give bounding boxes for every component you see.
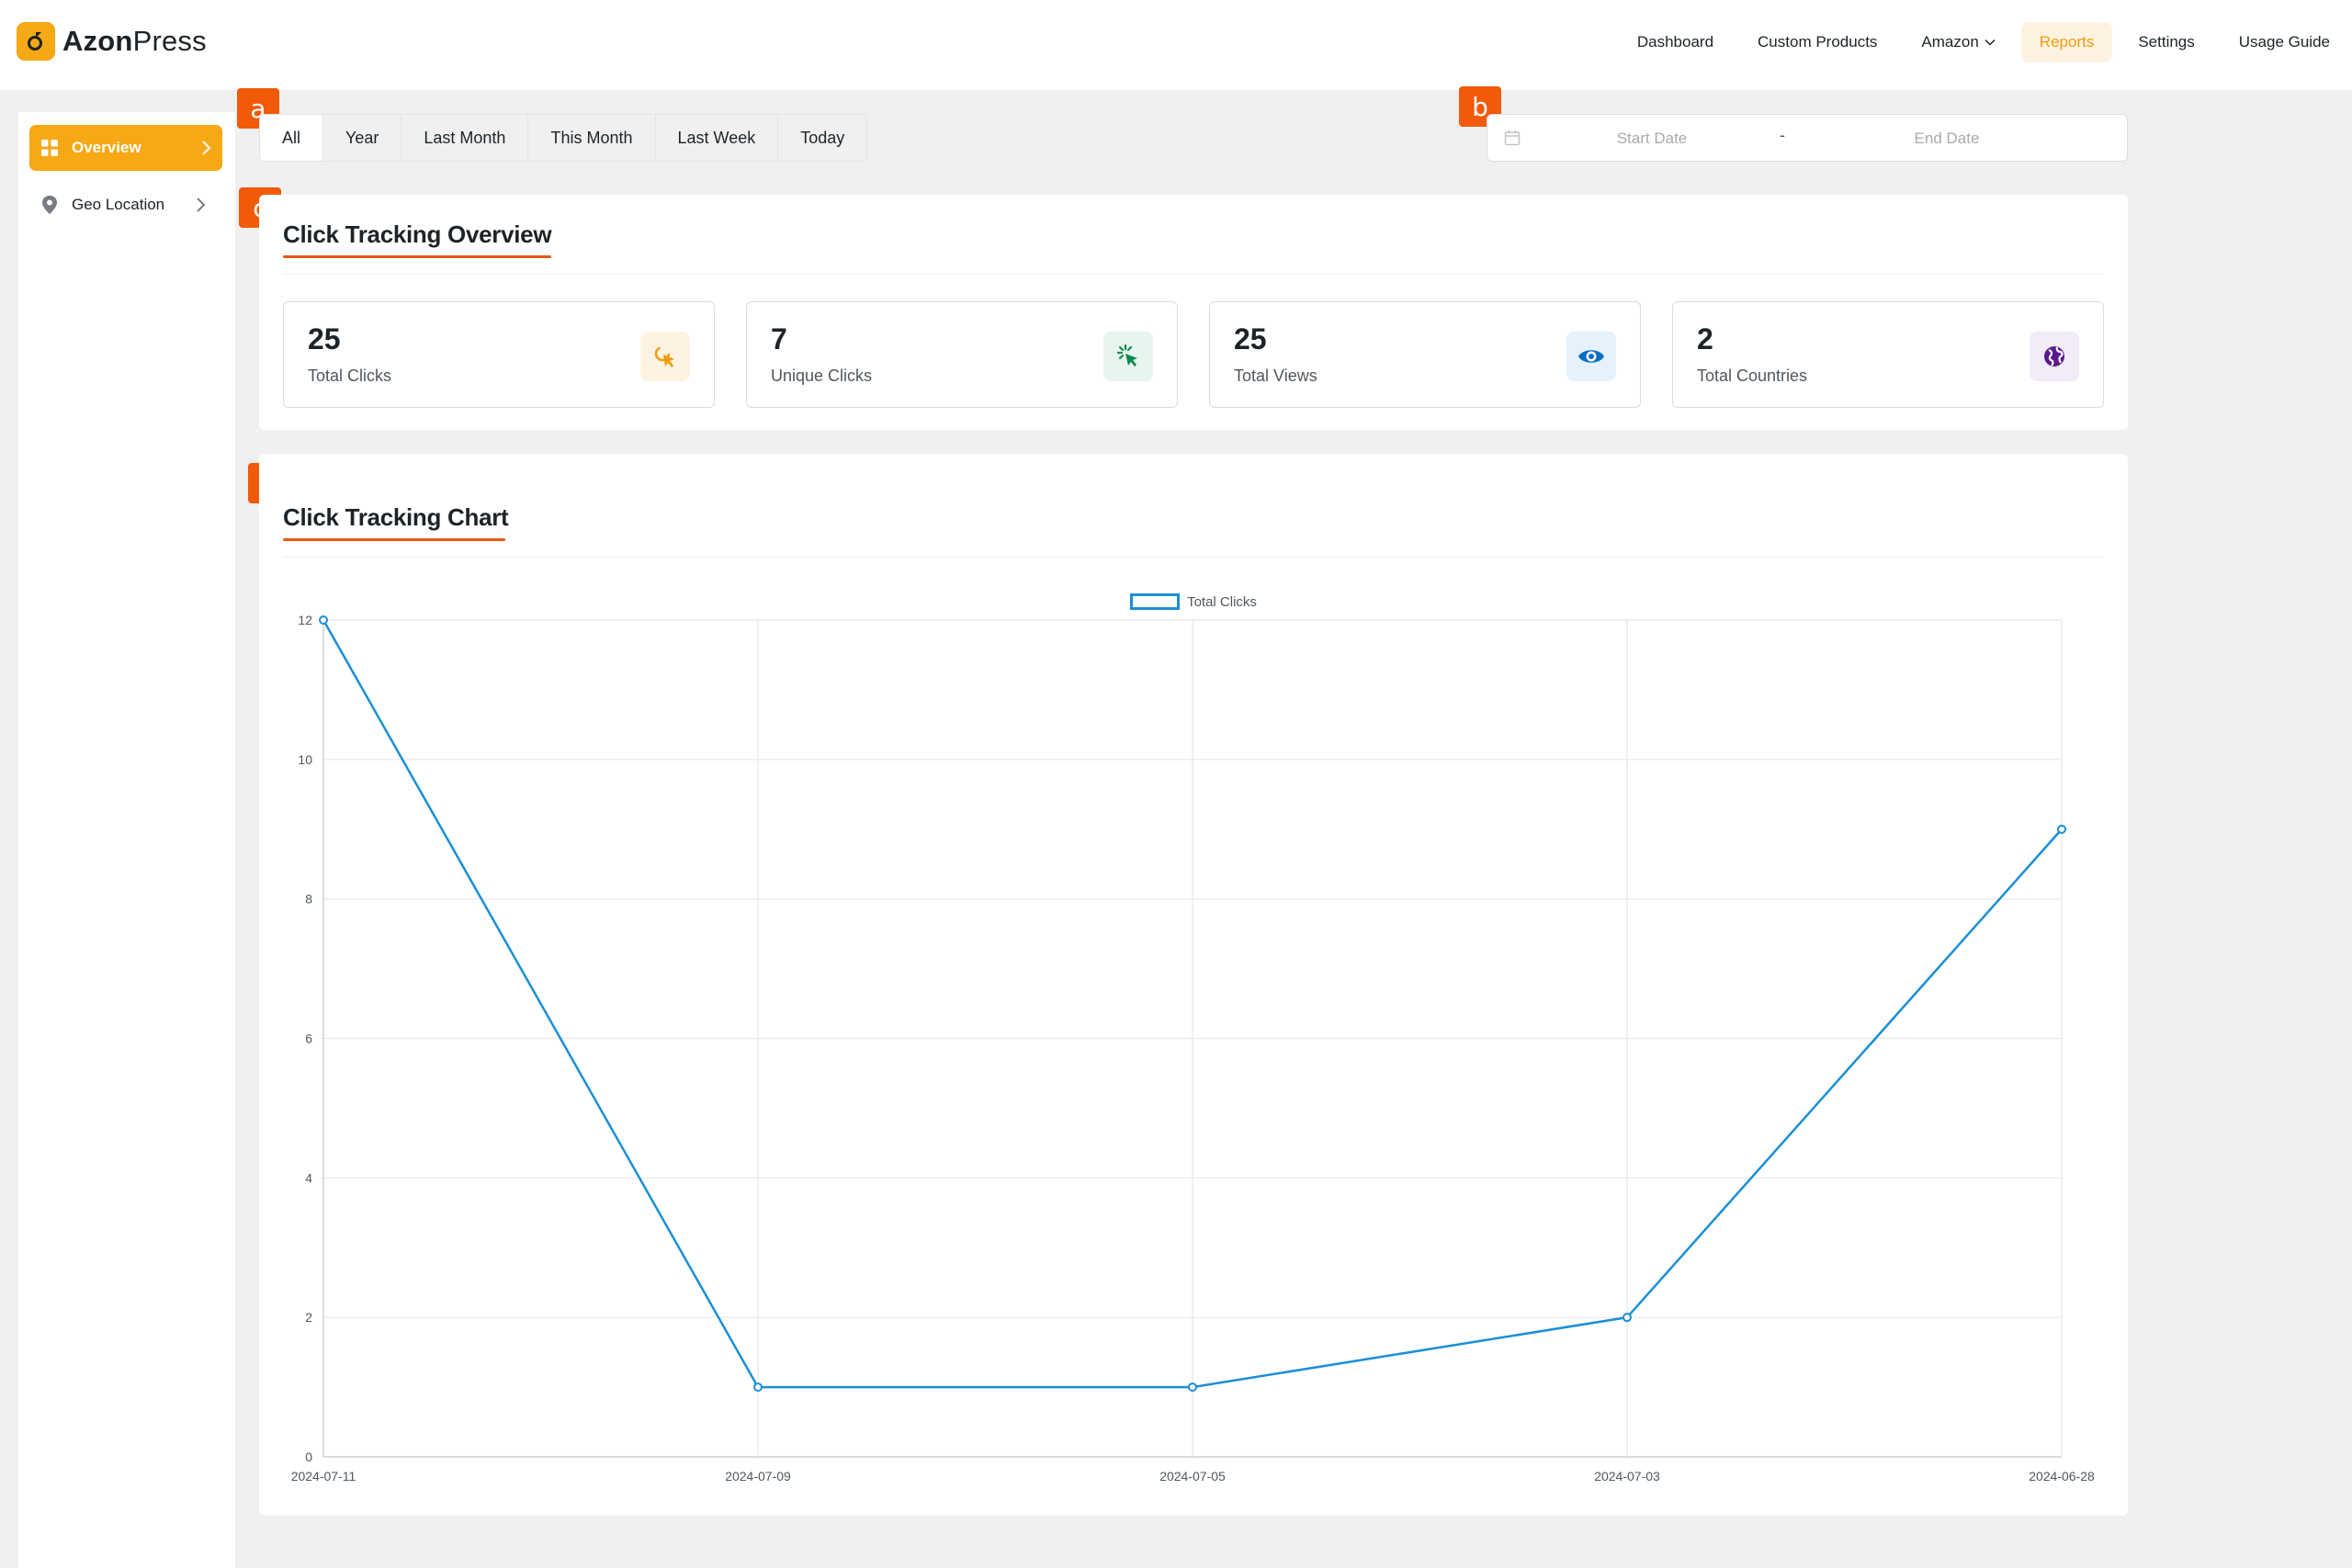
cursor-click-icon: [640, 332, 690, 381]
date-range-picker[interactable]: -: [1487, 114, 2128, 162]
data-point: [2057, 824, 2066, 834]
data-point: [1623, 1313, 1632, 1323]
overview-title: Click Tracking Overview: [283, 220, 552, 248]
tab-this-month[interactable]: This Month: [528, 115, 656, 161]
stat-value: 2: [1697, 322, 1713, 355]
tab-year[interactable]: Year: [323, 115, 402, 161]
x-tick-label: 2024-07-05: [1159, 1469, 1226, 1483]
stat-card-unique-clicks: 7 Unique Clicks: [746, 301, 1178, 408]
section-divider: [283, 274, 2104, 275]
legend-label: Total Clicks: [1187, 593, 1257, 610]
nav-item-label: Amazon: [1921, 33, 1979, 51]
brand-logo[interactable]: AzonPress: [17, 20, 207, 62]
y-tick-label: 2: [305, 1310, 312, 1325]
x-tick-label: 2024-07-03: [1594, 1469, 1660, 1483]
grid-icon: [41, 140, 58, 156]
y-tick-label: 8: [305, 892, 312, 907]
tab-last-month[interactable]: Last Month: [401, 115, 529, 161]
sidebar-item-label: Overview: [72, 139, 141, 156]
stat-label: Total Views: [1234, 367, 1317, 385]
nav-item-dashboard[interactable]: Dashboard: [1619, 22, 1732, 62]
globe-icon: [2030, 332, 2079, 381]
title-underline: [283, 255, 551, 258]
chevron-down-icon: [1984, 39, 1996, 46]
chart-title: Click Tracking Chart: [283, 503, 509, 531]
stat-card-total-views: 25 Total Views: [1209, 301, 1641, 408]
nav-item-label: Settings: [2138, 33, 2195, 51]
overview-panel: Click Tracking Overview 25 Total Clicks 7 U…: [259, 195, 2128, 430]
sidebar: Overview Geo Location: [18, 112, 235, 1568]
nav-item-label: Dashboard: [1636, 33, 1714, 51]
end-date-input[interactable]: [1818, 124, 2075, 153]
y-tick-label: 10: [298, 752, 312, 767]
data-point: [1188, 1382, 1197, 1393]
tab-today[interactable]: Today: [778, 115, 867, 161]
top-bar: AzonPress Dashboard Custom Products Amazon…: [0, 0, 2352, 90]
main-nav: Dashboard Custom Products Amazon Reports Set…: [1615, 22, 2352, 62]
section-divider: [283, 557, 2104, 558]
stat-value: 25: [1234, 322, 1267, 355]
data-point: [753, 1382, 763, 1393]
x-tick-label: 2024-06-28: [2029, 1469, 2095, 1483]
sidebar-item-geo-location[interactable]: Geo Location: [29, 182, 222, 228]
map-pin-icon: [42, 196, 57, 214]
calendar-icon: [1504, 130, 1521, 151]
stat-label: Total Countries: [1697, 367, 1808, 385]
tab-all[interactable]: All: [260, 115, 324, 161]
chevron-right-icon: [195, 197, 206, 213]
sidebar-item-overview[interactable]: Overview: [29, 125, 222, 171]
nav-item-label: Usage Guide: [2238, 33, 2330, 51]
nav-item-amazon[interactable]: Amazon: [1903, 22, 2013, 62]
nav-item-reports[interactable]: Reports: [2020, 22, 2113, 62]
date-filter-tabs: All Year Last Month This Month Last Week Toda…: [259, 114, 868, 162]
logo-icon: [17, 22, 55, 61]
stat-label: Total Clicks: [308, 367, 392, 385]
callout-marker-b: b: [1459, 86, 1501, 127]
start-date-input[interactable]: [1543, 124, 1761, 153]
y-tick-label: 12: [298, 613, 312, 627]
tab-last-week[interactable]: Last Week: [655, 115, 779, 161]
stat-value: 25: [308, 322, 341, 355]
nav-item-usage-guide[interactable]: Usage Guide: [2221, 22, 2348, 62]
y-tick-label: 6: [305, 1032, 312, 1046]
data-point: [319, 615, 328, 625]
line-chart: 0 2 4 6 8 10 12 2024-07-11 2024-07-09 2024-07-05 2…: [291, 613, 2095, 1483]
stat-card-total-countries: 2 Total Countries: [1672, 301, 2104, 408]
sidebar-item-label: Geo Location: [72, 196, 165, 213]
x-tick-label: 2024-07-11: [291, 1469, 356, 1483]
date-separator: -: [1780, 126, 1785, 144]
brand-name: AzonPress: [62, 25, 207, 57]
chart-panel: Click Tracking Chart Total Clicks 0 2 4 6 8 1…: [259, 454, 2128, 1516]
legend-swatch: [1130, 593, 1181, 610]
stat-card-total-clicks: 25 Total Clicks: [283, 301, 715, 408]
x-tick-label: 2024-07-09: [725, 1469, 791, 1483]
chevron-right-icon: [200, 140, 211, 156]
stat-label: Unique Clicks: [771, 367, 873, 385]
stat-value: 7: [771, 322, 787, 355]
title-underline: [283, 538, 505, 541]
nav-item-settings[interactable]: Settings: [2120, 22, 2212, 62]
nav-item-custom-products[interactable]: Custom Products: [1739, 22, 1895, 62]
eye-icon: [1566, 332, 1616, 381]
nav-item-label: Reports: [2039, 33, 2095, 51]
unique-click-icon: [1103, 332, 1153, 381]
y-tick-label: 0: [305, 1450, 312, 1464]
chart-legend[interactable]: Total Clicks: [259, 593, 2128, 610]
y-tick-label: 4: [305, 1170, 312, 1185]
nav-item-label: Custom Products: [1758, 33, 1878, 51]
